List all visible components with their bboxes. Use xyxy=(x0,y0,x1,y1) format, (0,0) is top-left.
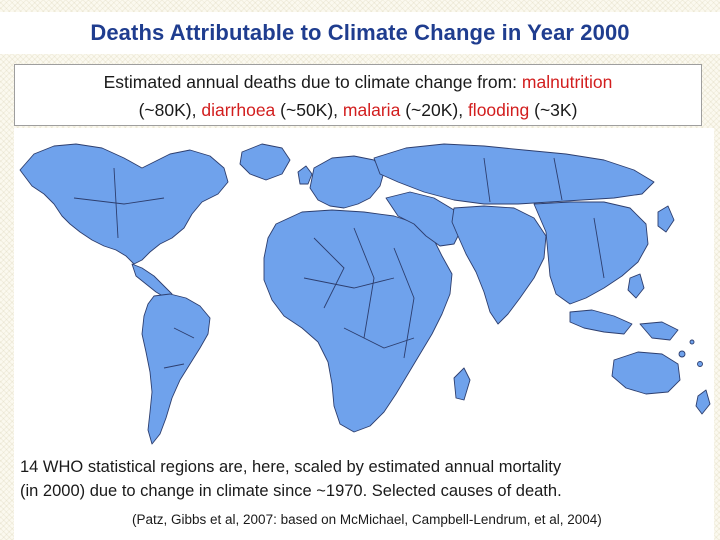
cause-flooding: flooding xyxy=(467,100,530,120)
count-flooding: (~3K) xyxy=(534,100,578,120)
cause-malaria: malaria xyxy=(342,100,401,120)
pacific-island xyxy=(697,361,703,367)
region-greenland xyxy=(239,143,291,181)
region-new-zealand xyxy=(695,389,711,415)
subtitle-line-2: (~80K), diarrhoea (~50K), malaria (~20K)… xyxy=(15,96,701,124)
citation: (Patz, Gibbs et al, 2007: based on McMic… xyxy=(132,512,602,527)
region-east-asia xyxy=(533,201,649,305)
region-central-america xyxy=(131,263,173,299)
pacific-island xyxy=(678,350,686,358)
region-madagascar xyxy=(453,367,471,401)
count-malnutrition: (~80K), xyxy=(138,100,197,120)
region-europe xyxy=(309,155,385,209)
region-northern-asia xyxy=(373,143,655,205)
cause-diarrhoea: diarrhoea xyxy=(201,100,276,120)
cartogram-svg xyxy=(19,143,711,445)
pacific-island xyxy=(689,339,695,345)
count-diarrhoea: (~50K), xyxy=(280,100,339,120)
subtitle-intro: Estimated annual deaths due to climate c… xyxy=(103,72,518,92)
region-philippines xyxy=(627,273,645,299)
region-uk xyxy=(297,165,313,185)
slide-title: Deaths Attributable to Climate Change in… xyxy=(90,20,630,45)
region-australia xyxy=(611,351,681,395)
caption-line-2: (in 2000) due to change in climate since… xyxy=(20,482,562,500)
count-malaria: (~20K), xyxy=(405,100,464,120)
caption-line-1: 14 WHO statistical regions are, here, sc… xyxy=(20,458,562,476)
subtitle-line-1: Estimated annual deaths due to climate c… xyxy=(15,68,701,96)
region-south-asia xyxy=(451,205,547,325)
cartogram-map xyxy=(14,128,714,458)
title-bar: Deaths Attributable to Climate Change in… xyxy=(0,12,720,54)
country-borders xyxy=(73,157,605,369)
region-new-guinea xyxy=(639,321,679,341)
cause-malnutrition: malnutrition xyxy=(521,72,613,92)
region-japan xyxy=(657,205,675,233)
region-south-america xyxy=(141,293,211,445)
region-middle-east xyxy=(385,191,463,247)
caption-area: 14 WHO statistical regions are, here, sc… xyxy=(14,456,714,540)
region-indonesia xyxy=(569,309,633,335)
subtitle-box: Estimated annual deaths due to climate c… xyxy=(14,64,702,126)
region-africa xyxy=(263,209,453,433)
